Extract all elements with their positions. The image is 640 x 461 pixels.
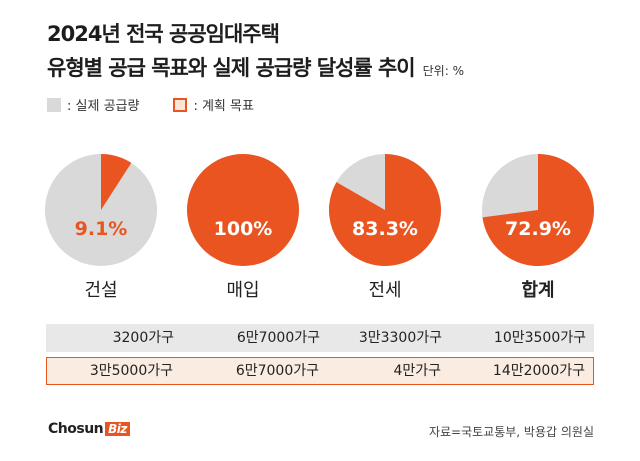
category-label-purchase: 매입 (226, 280, 260, 301)
category-label-jeonse: 전세 (368, 280, 402, 301)
planned-target-row: 3만5000가구 6만7000가구 4만가구 14만2000가구 (46, 357, 594, 385)
plan-value-jeonse: 4만가구 (393, 363, 441, 379)
source-note: 자료=국토교통부, 박용갑 의원실 (428, 425, 594, 439)
category-label-total: 합계 (521, 280, 555, 301)
legend-label-actual: : 실제 공급량 (67, 99, 140, 114)
pie-slice-jeonse (328, 154, 441, 266)
actual-supply-row: 3200가구 6만7000가구 3만3300가구 10만3500가구 (46, 324, 594, 352)
plan-value-purchase: 6만7000가구 (235, 363, 319, 379)
actual-value-jeonse: 3만3300가구 (358, 330, 442, 346)
pie-value-label-jeonse: 83.3% (352, 218, 418, 240)
legend-label-plan: : 계획 목표 (193, 99, 254, 114)
legend-swatch-actual (47, 97, 61, 112)
unit-label: 단위: % (422, 64, 464, 78)
pie-charts: 9.1% 100% 83.3% 72.9% (45, 154, 595, 266)
pie-slice-purchase (187, 154, 299, 266)
legend: : 실제 공급량 : 계획 목표 (47, 95, 254, 114)
category-label-construction: 건설 (84, 280, 118, 301)
pie-slice-total (482, 154, 595, 266)
chart-title-line2: 유형별 공급 목표와 실제 공급량 달성률 추이 단위: % (47, 56, 464, 80)
pie-value-label-purchase: 100% (214, 218, 273, 240)
actual-value-total: 10만3500가구 (493, 330, 586, 346)
plan-value-construction: 3만5000가구 (89, 363, 173, 379)
pie-value-label-total: 72.9% (505, 218, 571, 240)
plan-value-total: 14만2000가구 (492, 363, 585, 379)
chart-title-line1: 2024년 전국 공공임대주택 (47, 22, 280, 46)
actual-value-construction: 3200가구 (112, 330, 174, 346)
pie-slice-construction (101, 154, 132, 210)
legend-swatch-plan (173, 97, 188, 112)
actual-value-purchase: 6만7000가구 (236, 330, 320, 346)
brand-logo: Chosun Biz (48, 421, 130, 437)
pie-value-label-construction: 9.1% (75, 218, 128, 240)
